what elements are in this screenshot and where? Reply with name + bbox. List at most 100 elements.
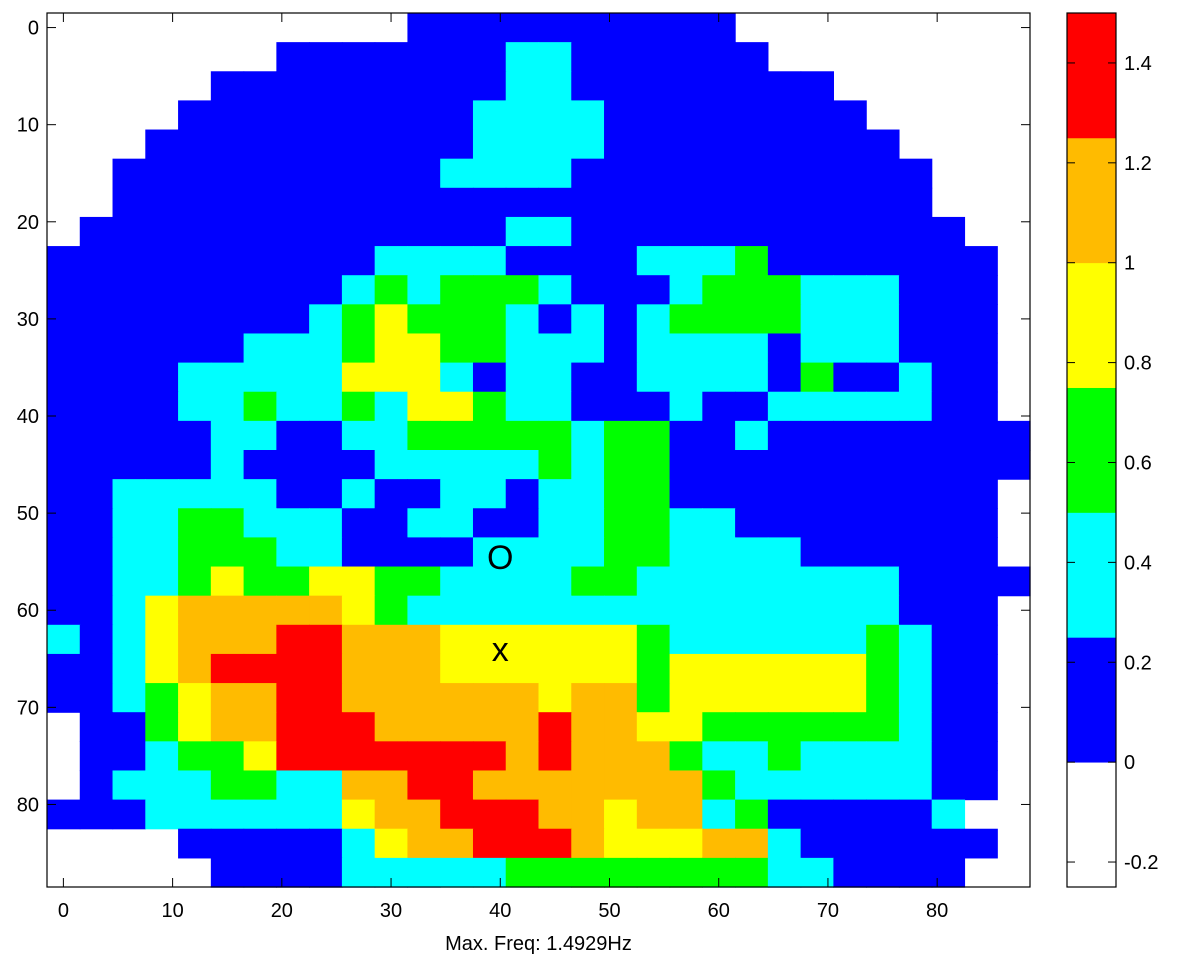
heatmap-cell [79, 420, 114, 451]
heatmap-cell [636, 187, 671, 218]
heatmap-cell [309, 857, 343, 888]
heatmap-cell [112, 799, 146, 830]
heatmap-cell [538, 624, 572, 655]
heatmap-cell [472, 508, 507, 538]
heatmap-cell [964, 420, 998, 451]
heatmap-cell [898, 828, 933, 859]
heatmap-cell [79, 537, 114, 568]
heatmap-cell [407, 216, 441, 247]
heatmap-cell [47, 275, 81, 305]
heatmap-cell [898, 420, 933, 451]
heatmap-cell [374, 100, 409, 131]
plot-frame [46, 12, 1031, 888]
heatmap-cell [866, 450, 900, 480]
heatmap-cell [374, 362, 409, 393]
heatmap-cell [735, 362, 769, 393]
heatmap-cell [440, 391, 474, 422]
y-tick-label: 40 [17, 406, 39, 428]
y-tick-label: 80 [17, 794, 39, 816]
heatmap-cell [604, 799, 638, 830]
heatmap-cell [702, 653, 736, 684]
heatmap-cell [735, 333, 769, 364]
y-tick-label: 0 [28, 18, 39, 40]
heatmap-cell [931, 333, 966, 364]
heatmap-cell [374, 71, 409, 101]
heatmap-cell [767, 624, 802, 655]
heatmap-cell [636, 595, 671, 626]
heatmap-cell [604, 770, 638, 801]
heatmap-cell [735, 566, 769, 597]
heatmap-cell [669, 187, 703, 218]
heatmap-cell [866, 333, 900, 364]
heatmap-cell [604, 537, 638, 568]
colorbar-tick-label: 0.6 [1124, 452, 1152, 474]
heatmap-cell [374, 420, 409, 451]
heatmap-cell [538, 71, 572, 101]
heatmap-cell [866, 420, 900, 451]
heatmap-cell [669, 537, 703, 568]
heatmap-cell [374, 333, 409, 364]
heatmap-cell [112, 304, 146, 335]
heatmap-cell [898, 770, 933, 801]
heatmap-cell [341, 246, 376, 276]
heatmap-cell [636, 420, 671, 451]
heatmap-cell [178, 246, 212, 276]
heatmap-cell [178, 216, 212, 247]
heatmap-cell [341, 595, 376, 626]
heatmap-cell [538, 420, 572, 451]
heatmap-cell [243, 187, 277, 218]
heatmap-cell [767, 828, 802, 859]
heatmap-cell [604, 479, 638, 509]
heatmap-cell [374, 246, 409, 276]
heatmap-cell [800, 362, 834, 393]
heatmap-cell [898, 624, 933, 655]
heatmap-cell [898, 857, 933, 888]
heatmap-cell [669, 566, 703, 597]
heatmap-cell [866, 158, 900, 189]
heatmap-cell [898, 741, 933, 772]
heatmap-cell [440, 216, 474, 247]
heatmap-cell [702, 216, 736, 247]
heatmap-cell [112, 508, 146, 538]
heatmap-cell [79, 304, 114, 335]
heatmap-cell [112, 537, 146, 568]
heatmap-cell [538, 216, 572, 247]
heatmap-cell [440, 857, 474, 888]
heatmap-cell [702, 42, 736, 72]
heatmap-cell [702, 712, 736, 742]
heatmap-cell [112, 158, 146, 189]
heatmap-cell [79, 683, 114, 713]
heatmap-cell [571, 741, 605, 772]
y-tick-label: 70 [17, 697, 39, 719]
heatmap-cell [898, 566, 933, 597]
colorbar-tick-label: 0.2 [1124, 652, 1152, 674]
heatmap-cell [276, 304, 310, 335]
heatmap-cell [571, 333, 605, 364]
heatmap-cell [472, 129, 507, 160]
heatmap-cell [440, 537, 474, 568]
heatmap-cell [112, 450, 146, 480]
heatmap-cell [964, 595, 998, 626]
heatmap-cell [47, 246, 81, 276]
heatmap-cell [472, 362, 507, 393]
heatmap-cell [669, 304, 703, 335]
heatmap-cell [800, 304, 834, 335]
colorbar-tick-label: 1.4 [1124, 53, 1152, 75]
heatmap-cell [571, 508, 605, 538]
heatmap-cell [178, 712, 212, 742]
heatmap-cell [341, 828, 376, 859]
heatmap-cell [374, 304, 409, 335]
heatmap-cell [669, 741, 703, 772]
heatmap-cell [702, 508, 736, 538]
heatmap-cell [440, 624, 474, 655]
heatmap-cell [964, 450, 998, 480]
heatmap-cell [112, 187, 146, 218]
heatmap-cell [178, 158, 212, 189]
heatmap-cell [735, 857, 769, 888]
heatmap-cell [309, 537, 343, 568]
heatmap-cell [178, 304, 212, 335]
heatmap-cell [636, 770, 671, 801]
heatmap-cell [341, 799, 376, 830]
heatmap-cell [538, 479, 572, 509]
heatmap-cell [767, 683, 802, 713]
